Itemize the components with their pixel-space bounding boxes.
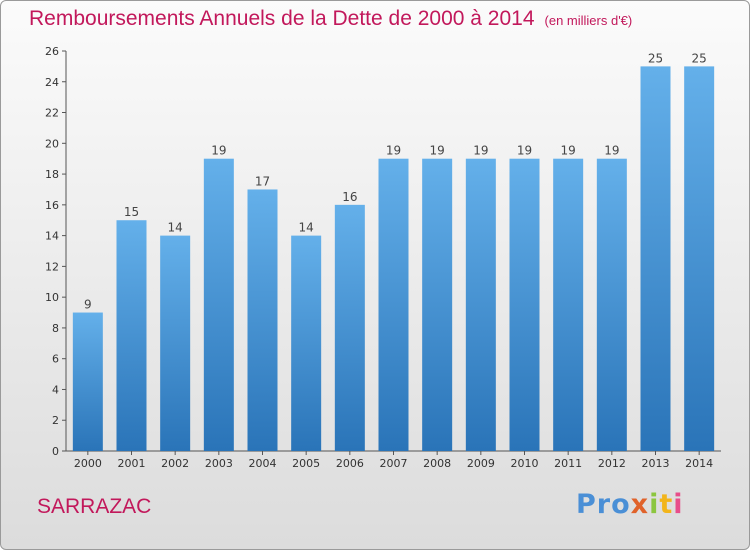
data-label-2003: 19: [211, 144, 226, 158]
data-label-2012: 19: [604, 144, 619, 158]
data-label-2000: 9: [84, 298, 92, 312]
y-tick-label: 0: [52, 445, 59, 458]
bar-2013: [640, 66, 671, 451]
x-tick-label-2012: 2012: [598, 457, 626, 470]
y-tick-label: 4: [52, 383, 59, 396]
x-tick-label-2005: 2005: [292, 457, 320, 470]
data-label-2009: 19: [473, 144, 488, 158]
x-tick-label-2011: 2011: [554, 457, 582, 470]
y-tick-label: 16: [45, 199, 59, 212]
data-label-2013: 25: [648, 51, 663, 65]
y-tick-label: 8: [52, 322, 59, 335]
bar-2012: [596, 158, 627, 451]
proxiti-logo[interactable]: Proxiti: [576, 489, 684, 520]
data-label-2006: 16: [342, 190, 357, 204]
y-tick-label: 26: [45, 45, 59, 58]
bar-2009: [465, 158, 496, 451]
data-label-2001: 15: [124, 205, 139, 219]
bar-2011: [553, 158, 584, 451]
data-label-2007: 19: [386, 144, 401, 158]
x-tick-label-2002: 2002: [161, 457, 189, 470]
x-tick-label-2007: 2007: [380, 457, 408, 470]
bar-2003: [203, 158, 234, 451]
chart-title: Remboursements Annuels de la Dette de 20…: [29, 7, 632, 31]
data-label-2014: 25: [692, 51, 707, 65]
data-label-2002: 14: [168, 221, 183, 235]
bar-2004: [247, 189, 278, 451]
x-axis: 2000 2001 2002 2003 2004 2005 2006 2007 2008 2009…: [66, 450, 721, 470]
x-tick-label-2001: 2001: [118, 457, 146, 470]
x-tick-label-2003: 2003: [205, 457, 233, 470]
data-label-2004: 17: [255, 174, 270, 188]
y-tick-label: 22: [45, 107, 59, 120]
bars: 9 15 14 19 17 14 16 19 19 19 19 19 19 25 25: [72, 51, 715, 451]
chart-subtitle: (en milliers d'€): [544, 13, 633, 28]
bar-2000: [72, 312, 103, 451]
y-tick-label: 20: [45, 137, 59, 150]
y-tick-label: 12: [45, 260, 59, 273]
x-tick-label-2010: 2010: [511, 457, 539, 470]
data-label-2011: 19: [561, 144, 576, 158]
x-tick-label-2008: 2008: [423, 457, 451, 470]
data-label-2010: 19: [517, 144, 532, 158]
y-tick-label: 10: [45, 291, 59, 304]
x-tick-label-2014: 2014: [685, 457, 713, 470]
bar-2005: [291, 235, 322, 451]
x-tick-label-2004: 2004: [249, 457, 277, 470]
y-tick-label: 24: [45, 76, 59, 89]
bar-2002: [160, 235, 191, 451]
x-tick-label-2013: 2013: [642, 457, 670, 470]
y-tick-label: 18: [45, 168, 59, 181]
data-label-2005: 14: [299, 221, 314, 235]
bar-2007: [378, 158, 409, 451]
data-label-2008: 19: [430, 144, 445, 158]
y-tick-label: 2: [52, 414, 59, 427]
bar-2014: [684, 66, 715, 451]
x-tick-label-2009: 2009: [467, 457, 495, 470]
y-tick-label: 14: [45, 230, 59, 243]
y-tick-label: 6: [52, 353, 59, 366]
x-tick-label-2000: 2000: [74, 457, 102, 470]
bar-2001: [116, 220, 147, 451]
bar-2008: [422, 158, 453, 451]
x-tick-label-2006: 2006: [336, 457, 364, 470]
chart-title-text: Remboursements Annuels de la Dette de 20…: [29, 7, 535, 30]
commune-name: SARRAZAC: [37, 495, 152, 518]
bar-2010: [509, 158, 540, 451]
bar-2006: [334, 204, 365, 451]
